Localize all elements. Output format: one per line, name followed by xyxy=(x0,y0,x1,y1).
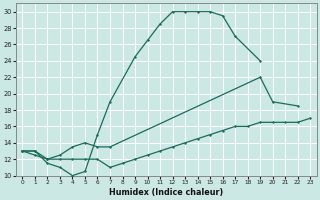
X-axis label: Humidex (Indice chaleur): Humidex (Indice chaleur) xyxy=(109,188,223,197)
